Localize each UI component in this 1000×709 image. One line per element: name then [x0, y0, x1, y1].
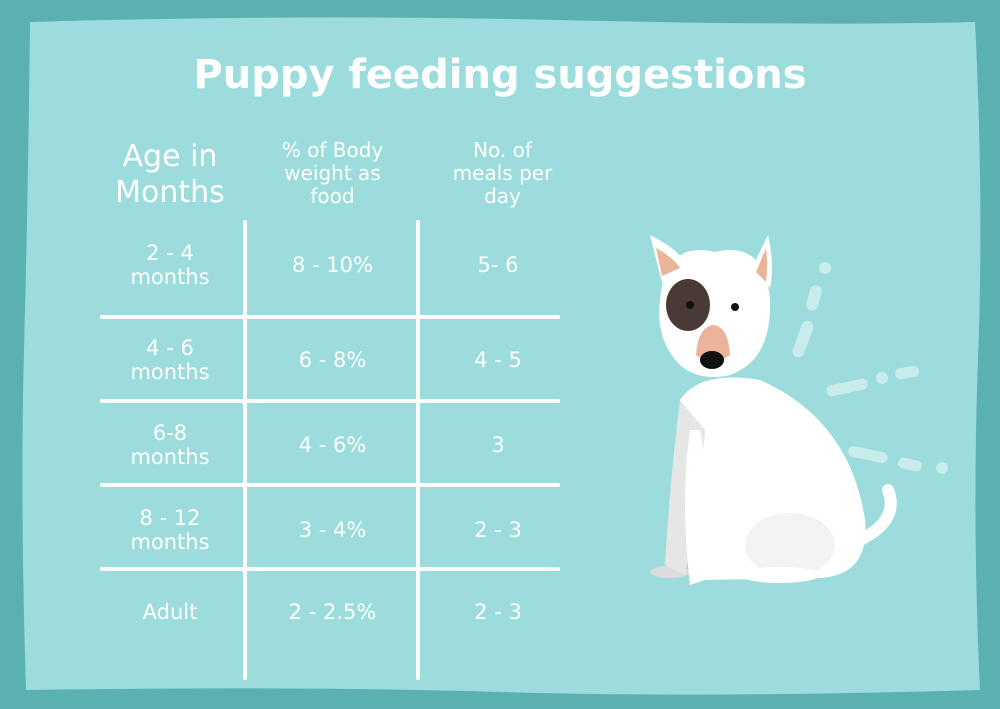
table-cell: 2 - 3 — [474, 517, 522, 542]
header-cell: No. of meals per day — [452, 137, 553, 208]
table-cell: 4 - 6 months — [130, 335, 210, 384]
table-cell: 8 - 12 months — [130, 505, 210, 554]
title: Puppy feeding suggestions — [193, 52, 807, 98]
table-cell: 3 — [491, 432, 505, 457]
dog-illustration — [650, 235, 948, 585]
header-cell: Age in Months — [115, 139, 225, 210]
table-cell: 6 - 8% — [298, 347, 367, 372]
table-cell: 3 - 4% — [298, 517, 367, 542]
table-cell: 4 - 5 — [474, 347, 522, 372]
header-cell: % of Body weight as food — [281, 137, 384, 208]
table-cell: 8 - 10% — [292, 252, 373, 277]
table-cell: 2 - 3 — [474, 599, 522, 624]
table-cell: 2 - 2.5% — [288, 599, 377, 624]
table-cell: 4 - 6% — [298, 432, 367, 457]
table-grid — [100, 220, 560, 680]
table-cell: 2 - 4 months — [130, 240, 210, 289]
table-cell: 6-8 months — [130, 420, 210, 469]
table-cell: 5- 6 — [477, 252, 519, 277]
table-cell: Adult — [142, 599, 198, 624]
